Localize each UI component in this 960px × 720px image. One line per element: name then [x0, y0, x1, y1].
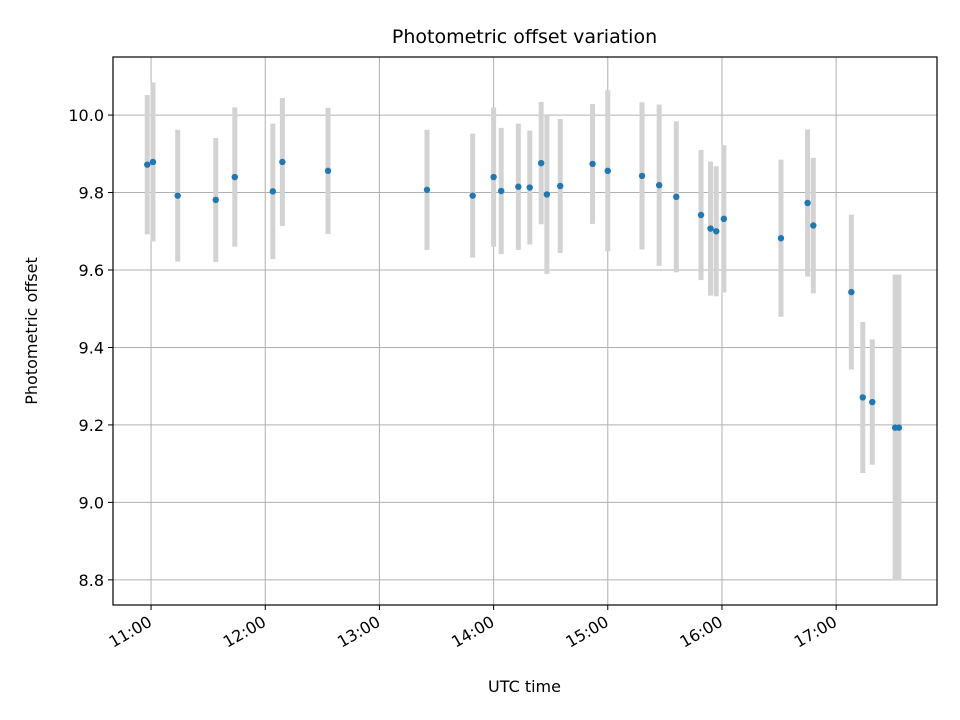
- y-tick-label: 9.8: [79, 184, 104, 203]
- x-tick-label: 12:00: [220, 612, 269, 652]
- data-point: [557, 182, 564, 190]
- data-point: [697, 211, 705, 219]
- data-point: [713, 228, 720, 235]
- error-bars: [144, 82, 902, 581]
- data-point: [604, 167, 611, 175]
- data-point: [231, 173, 238, 181]
- data-point: [269, 188, 277, 195]
- x-axis-ticks: 11:00 12:00 13:00 14:00 15:00 16:00 17:00: [106, 605, 840, 652]
- data-point: [324, 167, 332, 175]
- y-tick-label: 9.0: [79, 493, 104, 512]
- data-point: [423, 186, 431, 194]
- data-point: [543, 191, 551, 198]
- data-point: [144, 161, 151, 168]
- data-point: [810, 222, 817, 229]
- y-tick-label: 9.4: [79, 338, 104, 357]
- data-point: [848, 288, 855, 296]
- x-tick-label: 16:00: [677, 612, 726, 652]
- data-point: [859, 394, 866, 401]
- data-point: [707, 225, 714, 232]
- data-point: [869, 398, 876, 406]
- y-tick-label: 8.8: [79, 571, 104, 590]
- x-tick-label: 13:00: [334, 612, 383, 652]
- data-point: [469, 192, 476, 199]
- data-point: [638, 172, 646, 180]
- data-point: [515, 183, 522, 190]
- y-tick-label: 9.6: [79, 261, 104, 280]
- data-point: [526, 184, 533, 191]
- y-axis-ticks: 8.8 9.0 9.2 9.4 9.6 9.8 10.0: [68, 106, 113, 590]
- data-point: [895, 424, 903, 431]
- x-axis-label: UTC time: [488, 677, 561, 696]
- data-point: [174, 192, 181, 199]
- data-points: [144, 158, 903, 431]
- data-point: [498, 187, 505, 195]
- y-axis-label: Photometric offset: [22, 257, 41, 405]
- y-tick-label: 10.0: [68, 106, 104, 125]
- data-point: [589, 160, 596, 168]
- data-point: [149, 158, 157, 166]
- data-point: [490, 173, 497, 181]
- y-tick-label: 9.2: [79, 416, 104, 435]
- data-point: [804, 199, 811, 207]
- x-tick-label: 11:00: [106, 612, 155, 652]
- data-point: [720, 215, 728, 223]
- chart-title: Photometric offset variation: [392, 26, 657, 48]
- data-point: [537, 159, 545, 167]
- data-point: [212, 196, 219, 204]
- x-tick-label: 14:00: [448, 612, 497, 652]
- x-tick-label: 15:00: [562, 612, 611, 652]
- data-point: [777, 235, 785, 242]
- data-point: [279, 158, 286, 166]
- plot-frame: [112, 56, 938, 606]
- x-tick-label: 17:00: [791, 612, 840, 652]
- data-point: [655, 181, 663, 189]
- data-point: [673, 193, 680, 201]
